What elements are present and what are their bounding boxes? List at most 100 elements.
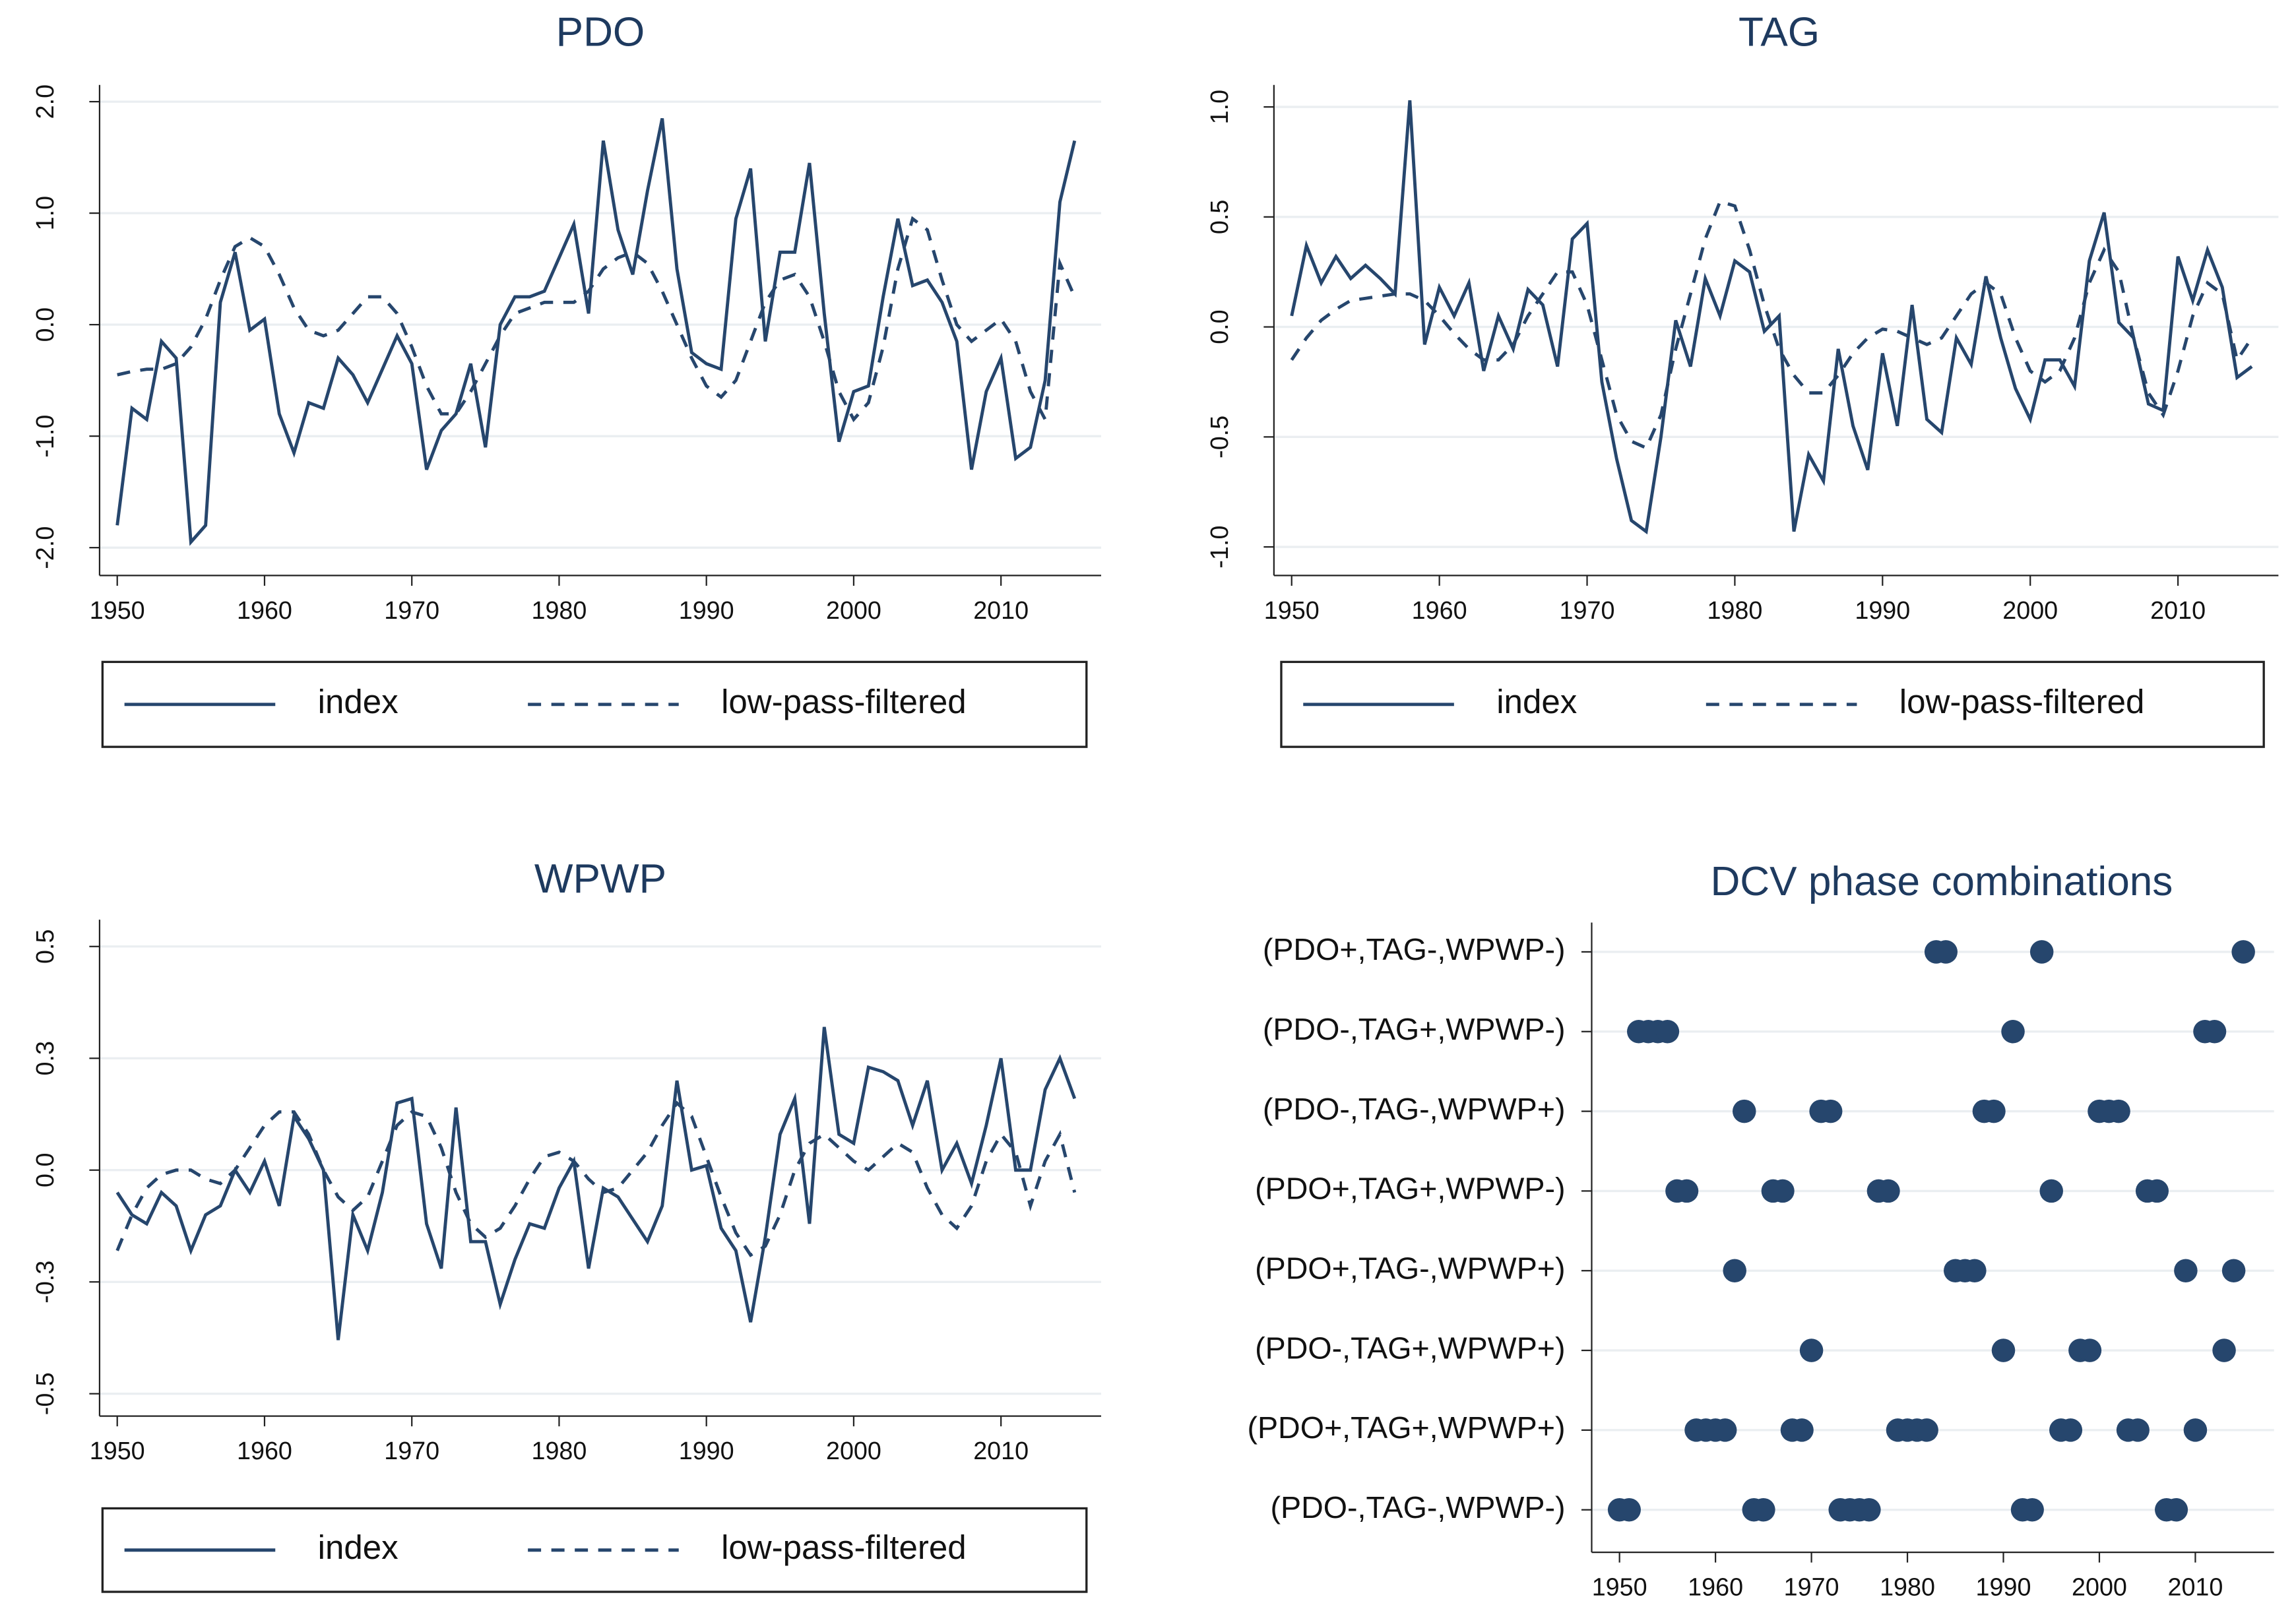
x-tick-label: 2000 [826,596,881,624]
series-line [1290,199,2254,451]
dot [1799,1338,1824,1362]
dot [1982,1099,2006,1123]
dot [2126,1418,2150,1442]
y-tick-label: (PDO+,TAG-,WPWP-) [1263,932,1566,966]
x-tick-label: 1960 [1412,596,1467,624]
dot [1674,1179,1699,1203]
y-tick-label: -1.0 [31,415,59,458]
x-tick-label: 1980 [531,596,587,624]
y-tick-label: (PDO-,TAG+,WPWP+) [1255,1331,1565,1365]
y-tick-label: (PDO+,TAG+,WPWP-) [1255,1172,1565,1206]
series-line [1290,100,2253,535]
dot [2029,940,2054,964]
x-tick-label: 1970 [1784,1573,1839,1601]
dot [2058,1418,2083,1442]
y-tick-label: 0.5 [31,929,59,964]
dot [2183,1418,2208,1442]
legend-label: index [318,1528,399,1566]
legend-box [1280,660,2265,748]
x-tick-label: 1950 [90,1437,145,1464]
x-tick-label: 1970 [384,596,439,624]
x-tick-label: 1960 [1688,1573,1743,1601]
dot [1713,1418,1737,1442]
y-tick-label: -0.5 [1205,416,1233,458]
y-tick-label: -0.3 [31,1261,59,1304]
chart-title: DCV phase combinations [1710,859,2173,904]
x-tick-label: 2000 [2072,1573,2127,1601]
y-tick-label: (PDO-,TAG-,WPWP+) [1263,1092,1566,1126]
y-tick-label: 2.0 [31,84,59,119]
series-line [115,1100,1077,1257]
dot [2221,1259,2246,1282]
chart-title: WPWP [534,856,666,902]
dot [2039,1179,2063,1203]
dot [2020,1497,2044,1522]
legend-label: low-pass-filtered [1899,683,2145,720]
y-tick-label: 0.5 [1205,200,1233,234]
x-tick-label: 2010 [2167,1573,2223,1601]
y-tick-label: (PDO+,TAG+,WPWP+) [1247,1410,1565,1445]
dot [1857,1497,1881,1522]
dot [1723,1259,1746,1282]
dot [1876,1179,1900,1203]
dot [1915,1418,1938,1442]
y-tick-label: 0.0 [31,1153,59,1187]
y-tick-label: -1.0 [1205,526,1233,569]
x-tick-label: 1980 [1880,1573,1935,1601]
x-tick-label: 1950 [1592,1573,1647,1601]
chart-title: PDO [556,10,645,55]
dot [1771,1179,1795,1203]
dot [1617,1497,1641,1522]
y-tick-label: 0.0 [1205,309,1233,344]
dot [1790,1418,1814,1442]
dot [1733,1099,1756,1123]
dot [2212,1338,2236,1362]
x-tick-label: 1970 [384,1437,439,1464]
dot [1991,1338,2016,1362]
x-tick-label: 2010 [2150,596,2206,624]
x-tick-label: 1950 [90,596,145,624]
x-tick-label: 2010 [973,1437,1029,1464]
dot [2164,1497,2188,1522]
y-tick-label: (PDO-,TAG+,WPWP-) [1263,1012,1566,1046]
dot [2145,1179,2169,1203]
legend-label: low-pass-filtered [721,1528,967,1566]
y-tick-label: 0.3 [31,1041,59,1075]
y-tick-label: (PDO-,TAG-,WPWP-) [1271,1490,1566,1525]
series-line [115,117,1077,546]
dot [1655,1019,1680,1044]
series-line [115,1026,1077,1340]
dot [2174,1259,2198,1282]
y-tick-label: 0.0 [31,307,59,342]
legend-box [101,1507,1088,1593]
legend-label: index [318,683,399,720]
x-tick-label: 1990 [679,1437,734,1464]
legend-label: index [1496,683,1577,720]
x-tick-label: 1950 [1264,596,1320,624]
y-tick-label: 1.0 [1205,90,1233,124]
dot [2107,1099,2130,1123]
y-tick-label: -0.5 [31,1372,59,1415]
dot [2202,1019,2227,1044]
x-tick-label: 1990 [1855,596,1910,624]
x-tick-label: 2010 [973,596,1029,624]
y-tick-label: 1.0 [31,196,59,230]
dot [2001,1019,2025,1044]
x-tick-label: 1970 [1560,596,1615,624]
x-tick-label: 1990 [1976,1573,2031,1601]
x-tick-label: 1960 [237,596,292,624]
x-tick-label: 1980 [531,1437,587,1464]
x-tick-label: 1980 [1707,596,1762,624]
y-tick-label: -2.0 [31,526,59,569]
legend-box [101,660,1088,748]
dot [1752,1497,1775,1522]
dot [2078,1338,2102,1362]
chart-title: TAG [1738,10,1820,55]
legend-label: low-pass-filtered [721,683,967,720]
dot [2231,940,2255,964]
x-tick-label: 2000 [826,1437,881,1464]
series-line [117,216,1077,425]
dot [1818,1099,1843,1123]
dot [1934,940,1958,964]
